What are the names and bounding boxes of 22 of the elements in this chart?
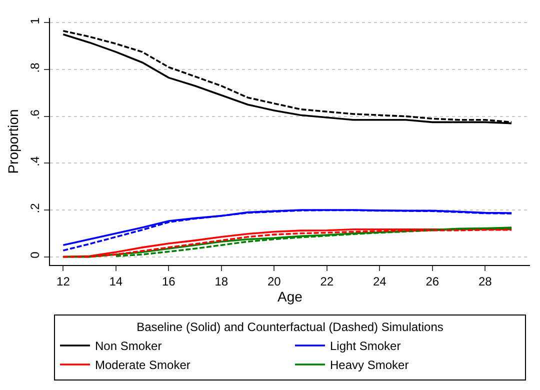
x-axis-title: Age bbox=[278, 288, 303, 304]
x-tick-label: 14 bbox=[109, 274, 123, 288]
y-tick-label: 0 bbox=[28, 251, 42, 258]
x-tick-label: 18 bbox=[214, 274, 228, 288]
x-tick-label: 22 bbox=[320, 274, 334, 288]
legend-label: Non Smoker bbox=[95, 339, 162, 354]
y-axis-title: Proportion bbox=[4, 109, 21, 174]
x-tick-label: 16 bbox=[162, 274, 176, 288]
x-tick-label: 12 bbox=[56, 274, 70, 288]
x-tick-label: 20 bbox=[268, 274, 282, 288]
legend-label: Light Smoker bbox=[330, 339, 401, 354]
x-tick-label: 26 bbox=[426, 274, 440, 288]
y-tick-label: .4 bbox=[28, 156, 42, 166]
y-tick-label: .2 bbox=[28, 202, 42, 214]
legend-title: Baseline (Solid) and Counterfactual (Dashed) Simulations bbox=[136, 320, 444, 334]
x-tick-label: 28 bbox=[478, 274, 492, 288]
legend-label: Moderate Smoker bbox=[95, 358, 190, 372]
legend-label: Heavy Smoker bbox=[330, 358, 409, 372]
y-tick-label: .8 bbox=[28, 62, 42, 73]
x-tick-label: 24 bbox=[372, 274, 387, 288]
y-tick-label: .6 bbox=[28, 109, 42, 120]
y-tick-label: 1 bbox=[28, 17, 42, 24]
